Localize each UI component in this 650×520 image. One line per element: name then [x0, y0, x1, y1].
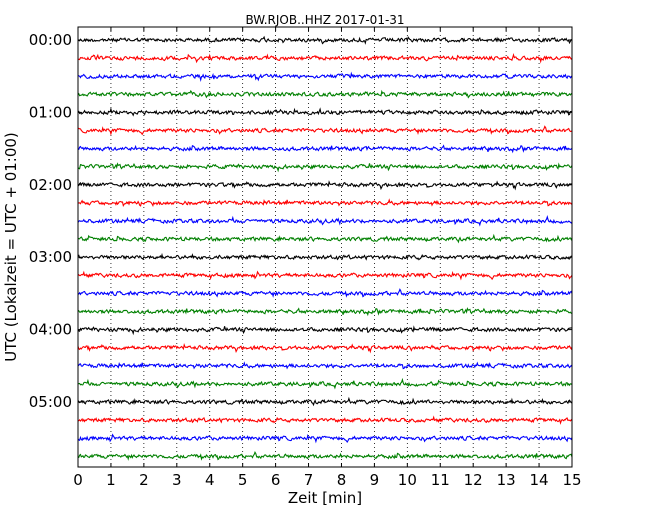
axis-ticks: [77, 27, 573, 467]
trace-1: [77, 53, 573, 64]
trace-13: [77, 270, 573, 281]
x-tick-label-8: 8: [337, 471, 347, 489]
trace-10: [77, 214, 573, 227]
y-tick-label-1: 01:00: [29, 103, 72, 121]
x-tick-label-12: 12: [464, 471, 483, 489]
x-tick-label-14: 14: [530, 471, 549, 489]
y-tick-label-0: 00:00: [29, 31, 72, 49]
x-tick-label-10: 10: [398, 471, 417, 489]
plot-area-frame: [77, 26, 573, 468]
y-tick-label-3: 03:00: [29, 248, 72, 266]
x-axis-label: Zeit [min]: [288, 489, 362, 507]
trace-8: [77, 180, 573, 191]
x-tick-label-1: 1: [106, 471, 116, 489]
trace-2: [77, 71, 573, 82]
y-axis-tick-labels: 00:00 01:00 02:00 03:00 04:00 05:00: [29, 31, 72, 411]
trace-5: [77, 125, 573, 136]
y-tick-label-2: 02:00: [29, 176, 72, 194]
trace-0: [77, 35, 573, 45]
trace-21: [77, 415, 573, 425]
x-tick-label-5: 5: [238, 471, 248, 489]
trace-11: [77, 233, 573, 244]
chart-title: BW.RJOB..HHZ 2017-01-31: [245, 13, 404, 27]
x-tick-label-15: 15: [562, 471, 581, 489]
trace-19: [77, 377, 573, 390]
grid-lines: [110, 27, 540, 467]
trace-6: [77, 144, 573, 154]
trace-23: [77, 451, 573, 461]
x-tick-label-4: 4: [205, 471, 215, 489]
trace-16: [77, 325, 573, 336]
x-tick-label-9: 9: [370, 471, 380, 489]
x-tick-label-11: 11: [431, 471, 450, 489]
x-tick-label-2: 2: [139, 471, 149, 489]
trace-22: [77, 433, 573, 444]
y-tick-label-5: 05:00: [29, 393, 72, 411]
x-tick-label-7: 7: [304, 471, 314, 489]
seismic-traces: [77, 35, 573, 461]
trace-15: [77, 307, 573, 317]
trace-7: [77, 162, 573, 173]
x-tick-label-13: 13: [497, 471, 516, 489]
trace-4: [77, 107, 573, 117]
trace-17: [77, 342, 573, 354]
y-tick-label-4: 04:00: [29, 321, 72, 339]
trace-12: [77, 252, 573, 261]
trace-18: [77, 361, 573, 370]
trace-14: [77, 288, 573, 298]
x-axis-tick-labels: 0 1 2 3 4 5 6 7 8 9 10 11 12 13 14 15: [73, 471, 581, 489]
trace-3: [77, 89, 573, 99]
x-tick-label-3: 3: [172, 471, 182, 489]
y-axis-label: UTC (Lokalzeit = UTC + 01:00): [2, 132, 20, 362]
x-tick-label-6: 6: [271, 471, 281, 489]
x-tick-label-0: 0: [73, 471, 83, 489]
trace-20: [77, 396, 573, 407]
trace-9: [77, 198, 573, 208]
